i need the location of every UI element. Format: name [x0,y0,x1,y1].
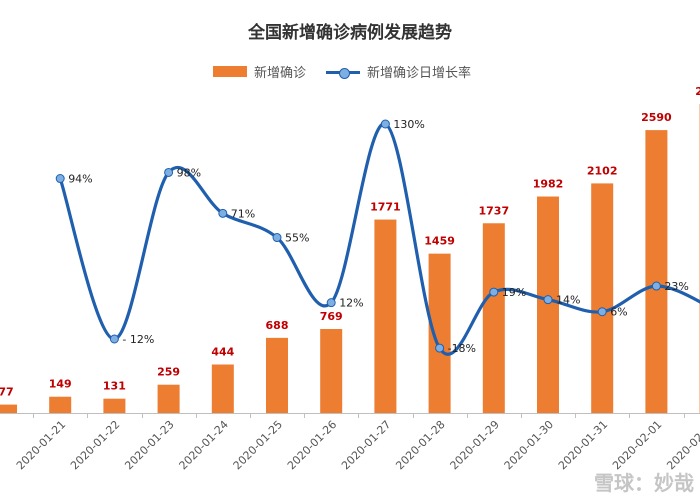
legend-bar-label: 新增确诊 [254,66,307,81]
rate-value-label: 12% [339,297,363,310]
x-tick-label: 2020-01-30 [502,418,556,472]
legend-bar-swatch [213,66,247,77]
x-tick-label: 2020-01-29 [448,418,502,472]
rate-value-label: 71% [231,207,255,220]
rate-point-2020-02-01 [651,281,661,291]
bar-2020-01-27 [374,219,397,413]
bar-2020-01-29 [482,223,505,413]
chart-legend: 新增确诊 新增确诊日增长率 [0,62,700,84]
x-tick-label: 2020-01-31 [556,418,610,472]
x-tick-label: 2020-01-22 [68,418,122,472]
x-tick-label: 2020-02-01 [610,418,664,472]
legend-item-line: 新增确诊日增长率 [326,62,471,81]
x-tick-label: 2020-01-21 [14,418,68,472]
x-tick-label: 2020-01-25 [231,418,285,472]
bar-2020-01-30 [537,196,559,413]
x-tick-label: 2020-01-27 [339,418,393,472]
bar-value-label: 769 [320,310,343,323]
rate-value-label: 130% [393,118,424,131]
x-tick-label: 2020-02-02 [664,418,700,472]
rate-point-2020-01-22 [109,334,119,344]
bar-value-label: 2829 [695,85,700,98]
bar-value-label: 2590 [641,111,672,124]
legend-line-label: 新增确诊日增长率 [367,66,472,81]
bar-2020-01-21 [49,396,72,413]
x-tick-label: 2020-01-28 [393,418,447,472]
watermark: 雪球：妙哉 [594,471,694,495]
rate-point-2020-01-29 [489,287,499,297]
bar-2020-01-26 [320,329,343,413]
rate-value-label: 55% [285,232,309,245]
chart-title: 全国新增确诊病例发展趋势 [248,23,452,43]
bar-2020-02-01 [645,130,668,413]
rate-value-label: 6% [610,306,627,319]
bar-value-label: 688 [266,319,289,332]
bar-2020-01-24 [211,364,234,413]
bar-2020-01-22 [103,398,126,413]
rate-value-label: 14% [556,294,580,307]
rate-point-2020-01-30 [543,295,553,305]
growth-rate-line [58,122,700,356]
x-tick-label: 2020-01-24 [177,418,231,472]
rate-value-label: 98% [177,166,201,179]
rate-value-label: 19% [502,286,526,299]
bar-2020-01-31 [591,183,614,413]
rate-value-label: 23% [664,280,688,293]
bar-value-label: 444 [211,346,234,359]
bar-value-label: 1982 [533,178,564,191]
bar-2020-01-28 [428,253,451,413]
x-tick-label: 2020-01-26 [285,418,339,472]
legend-item-bars: 新增确诊 [213,62,306,81]
x-tick-label: 2020-01-23 [122,418,176,472]
rate-point-2020-01-23 [164,167,174,177]
rate-value-label: -18% [448,342,476,355]
bar-value-label: 131 [103,380,126,393]
bar-2020-01-23 [157,384,180,413]
legend-line-swatch [326,66,360,79]
bar-2020-01-25 [266,337,288,413]
bar-value-label: 1459 [424,235,455,248]
bar-value-label: 1737 [478,204,509,217]
bar-value-label: 1771 [370,201,401,214]
rate-point-2020-01-28 [435,343,445,353]
bar-2020-01-20 [0,404,17,413]
rate-point-2020-01-25 [272,233,282,243]
rate-point-2020-01-27 [380,119,390,129]
rate-point-2020-01-24 [218,208,228,218]
rate-point-2020-01-21 [55,174,65,184]
bar-value-label: 2102 [587,164,618,177]
rate-value-label: - 12% [122,333,154,346]
bar-value-label: 77 [0,386,14,399]
rate-point-2020-01-26 [326,298,336,308]
bar-value-label: 149 [49,378,72,391]
bar-value-label: 259 [157,366,180,379]
rate-value-label: 94% [68,173,92,186]
rate-point-2020-01-31 [597,307,607,317]
